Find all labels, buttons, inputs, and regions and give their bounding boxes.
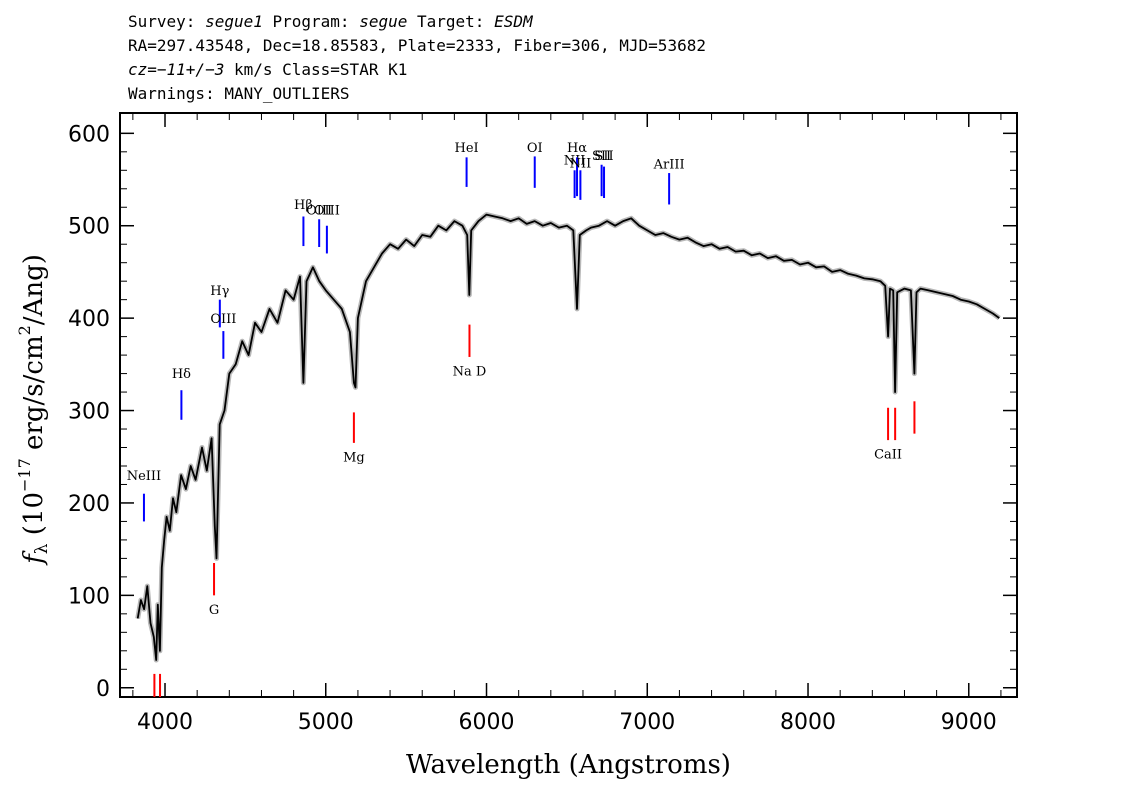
emission-line-label: Hδ (172, 367, 191, 382)
emission-line-label: NeIII (127, 469, 161, 484)
emission-line-label: OIII (314, 204, 340, 219)
class-text: km/s Class=STAR K1 (224, 60, 408, 79)
y-axis-rest: (10 (19, 492, 49, 544)
emission-line-label: HeI (454, 141, 478, 156)
x-tick-label: 4000 (137, 710, 193, 735)
absorption-line-label: G (209, 603, 219, 618)
emission-line-label: SII (592, 149, 611, 164)
emission-line-label: Hβ (294, 198, 313, 213)
emission-line-label: NII (570, 157, 592, 172)
emission-line-label: OI (527, 141, 543, 156)
emission-line-label: OIII (306, 204, 332, 219)
y-axis-sq: 2 (15, 325, 34, 335)
y-axis-lambda: λ (32, 543, 52, 554)
target-label: Target: (407, 12, 495, 31)
survey-label: Survey: (128, 12, 206, 31)
x-axis-title: Wavelength (Angstroms) (406, 750, 731, 780)
plot-frame (119, 112, 1018, 698)
y-axis-tail: /Ang) (19, 254, 49, 325)
spectrum (136, 213, 1000, 661)
emission-line-label: ArIII (653, 157, 685, 172)
header-line-warnings: Warnings: MANY_OUTLIERS (128, 84, 350, 103)
emission-line-label: Hα (567, 141, 587, 156)
y-tick-label: 0 (96, 677, 110, 702)
axes: 4000 5000 6000 7000 8000 9000 0 100 200 300 400 500… (68, 112, 1018, 735)
y-axis-units: erg/s/cm (19, 335, 49, 458)
emission-line-label: SII (594, 149, 613, 164)
error-band-line (135, 212, 1001, 663)
cz-label: cz (128, 60, 148, 79)
x-tick-label: 8000 (780, 710, 836, 735)
y-axis-title: fλ (10−17 erg/s/cm2/Ang) (15, 254, 52, 566)
header-line-redshift: cz=−11+/−3 km/s Class=STAR K1 (128, 58, 706, 82)
y-tick-label: 100 (68, 584, 110, 609)
y-tick-label: 200 (68, 492, 110, 517)
y-tick-label: 600 (68, 122, 110, 147)
y-tick-label: 300 (68, 400, 110, 425)
spectrum-header: Survey: segue1 Program: segue Target: ES… (128, 10, 706, 106)
absorption-line-label: Mg (343, 450, 365, 465)
error-band (135, 212, 1001, 663)
emission-line-label: NII (564, 154, 586, 169)
x-tick-label: 9000 (941, 710, 997, 735)
emission-line-label: OIII (210, 312, 236, 327)
x-tick-label: 7000 (619, 710, 675, 735)
absorption-line-label: CaII (874, 448, 902, 463)
header-line-coordinates: RA=297.43548, Dec=18.85583, Plate=2333, … (128, 36, 706, 55)
y-tick-label: 500 (68, 215, 110, 240)
cz-value: =−11+/−3 (147, 60, 225, 79)
x-tick-label: 5000 (298, 710, 354, 735)
y-tick-label: 400 (68, 307, 110, 332)
program-value: segue (359, 12, 408, 31)
emission-line-label: Hγ (210, 284, 229, 299)
survey-value: segue1 (205, 12, 263, 31)
x-tick-label: 6000 (459, 710, 515, 735)
spectrum-line (136, 213, 1000, 661)
program-label: Program: (262, 12, 360, 31)
absorption-line-label: Na D (453, 364, 487, 379)
header-line-survey: Survey: segue1 Program: segue Target: ES… (128, 10, 706, 34)
y-axis-exp: −17 (15, 458, 34, 492)
target-value: ESDM (494, 12, 533, 31)
